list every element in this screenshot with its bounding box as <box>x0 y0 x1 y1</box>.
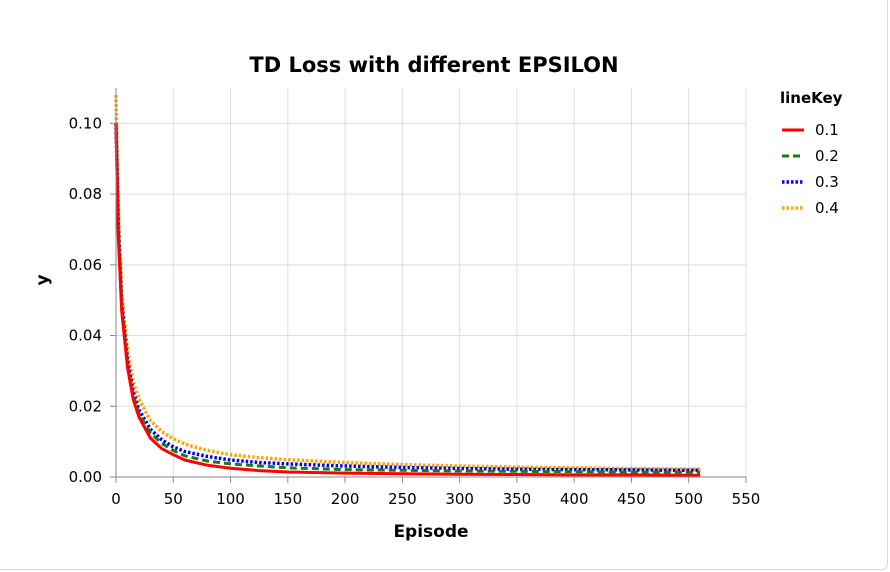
y-tick-label: 0.00 <box>69 468 102 486</box>
series-line-0.2 <box>114 123 701 474</box>
x-tick-label: 500 <box>674 490 703 508</box>
x-tick-label: 200 <box>331 490 360 508</box>
series-group <box>114 95 701 477</box>
y-tick-label: 0.02 <box>69 397 102 415</box>
legend[interactable]: lineKey 0.1 0.2 0.3 0.4 <box>780 89 843 217</box>
x-tick-label: 300 <box>445 490 474 508</box>
y-tick-label: 0.04 <box>69 327 102 345</box>
grid <box>115 88 747 478</box>
x-tick-label: 250 <box>388 490 417 508</box>
series-line-0.4 <box>114 95 701 471</box>
y-tick-label: 0.08 <box>69 185 102 203</box>
legend-title: lineKey <box>780 89 843 107</box>
legend-label-0.1[interactable]: 0.1 <box>815 121 839 139</box>
legend-label-0.2[interactable]: 0.2 <box>815 147 839 165</box>
x-tick-label: 550 <box>732 490 761 508</box>
axes: 0 50 100 150 200 250 300 350 400 450 500 550 0.00 0.0… <box>69 88 761 508</box>
series-line-0.3 <box>114 123 701 473</box>
x-tick-label: 50 <box>164 490 183 508</box>
x-tick-label: 150 <box>273 490 302 508</box>
x-tick-label: 400 <box>560 490 589 508</box>
x-tick-label: 350 <box>503 490 532 508</box>
chart-title: TD Loss with different EPSILON <box>249 53 618 77</box>
legend-label-0.3[interactable]: 0.3 <box>815 173 839 191</box>
x-tick-label: 450 <box>617 490 646 508</box>
y-axis-title: y <box>33 274 53 285</box>
legend-label-0.4[interactable]: 0.4 <box>815 199 839 217</box>
y-tick-label: 0.10 <box>69 114 102 132</box>
x-axis-title: Episode <box>393 522 468 542</box>
x-tick-label: 100 <box>216 490 245 508</box>
series-line-0.1 <box>114 123 701 477</box>
y-tick-label: 0.06 <box>69 256 102 274</box>
x-tick-label: 0 <box>111 490 121 508</box>
